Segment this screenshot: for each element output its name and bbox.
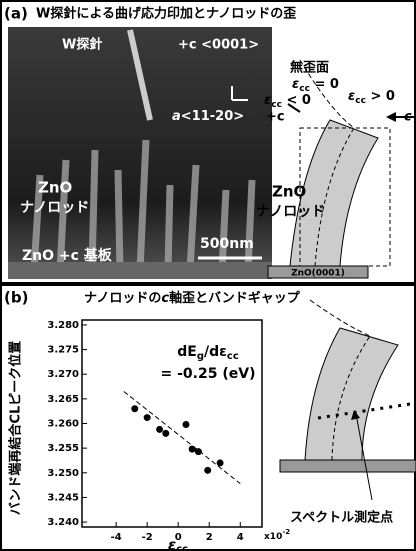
y-tick-label: 3.240 (47, 517, 79, 528)
y-tick-label: 3.265 (47, 394, 79, 405)
y-axis-label: バンド端再結合CLピーク位置 (8, 341, 24, 515)
data-point (143, 414, 151, 422)
panel-title: ナノロッドのc軸歪とバンドギャップ (84, 290, 301, 306)
annotation: dEg/dεcc (177, 344, 239, 362)
x-tick-label: 0 (175, 532, 182, 543)
x-tick-label: 4 (237, 532, 244, 543)
diagram-label: ZnO (272, 183, 306, 201)
image-label: ZnO +c 基板 (22, 247, 113, 264)
image-label: ナノロッド (20, 200, 89, 216)
image-label: W探針 (62, 37, 102, 53)
fit-line (123, 391, 241, 485)
x-tick-label: -4 (111, 532, 122, 543)
image-label: +c <0001> (178, 38, 259, 53)
diagram-label: 無歪面 (290, 60, 329, 76)
x-multiplier: x10-2 (264, 528, 290, 542)
panel-label: (a) (4, 5, 28, 23)
panel-title: W探針による曲げ応力印加とナノロッドの歪 (36, 6, 296, 22)
diagram-label: εcc < 0 (264, 93, 311, 110)
data-point (162, 429, 170, 437)
panel-label: (b) (4, 289, 28, 307)
panel-b-border (0, 284, 416, 551)
diagram-label: εcc = 0 (292, 77, 339, 94)
y-tick-label: 3.260 (47, 419, 79, 430)
diagram-label: スペクトル測定点 (290, 510, 393, 526)
data-point (188, 445, 196, 453)
image-label: a<11-20> (172, 109, 244, 124)
diagram-label: ナノロッド (256, 204, 325, 220)
image-label: 500nm (200, 236, 254, 252)
y-tick-label: 3.280 (47, 320, 79, 331)
y-tick-label: 3.245 (47, 492, 79, 503)
image-label: ZnO (38, 179, 72, 197)
data-point (204, 466, 212, 474)
diagram-label: c (404, 110, 412, 125)
data-point (156, 425, 164, 433)
sem-image (8, 27, 272, 279)
data-point (194, 448, 202, 456)
diagram-label: +c (266, 110, 285, 125)
rod-diagram (279, 299, 416, 501)
y-tick-label: 3.270 (47, 369, 79, 380)
panel-a-border (0, 0, 416, 284)
y-tick-label: 3.255 (47, 443, 79, 454)
data-point (131, 405, 139, 413)
x-axis-label: εcc (168, 536, 188, 551)
data-point (216, 459, 224, 467)
x-tick-label: -2 (142, 532, 153, 543)
diagram-label: ZnO(0001) (291, 269, 345, 279)
diagram-label: εcc > 0 (348, 89, 395, 106)
x-tick-label: 2 (206, 532, 213, 543)
annotation: = -0.25 (eV) (161, 366, 256, 382)
y-tick-label: 3.250 (47, 468, 79, 479)
rod-diagram (267, 59, 414, 279)
data-point (182, 420, 190, 428)
y-tick-label: 3.275 (47, 345, 79, 356)
